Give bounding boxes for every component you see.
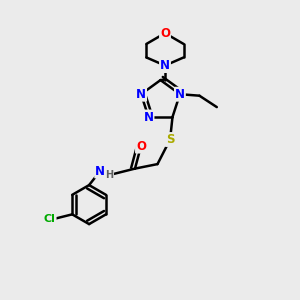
Text: N: N <box>143 110 154 124</box>
Text: N: N <box>136 88 146 101</box>
Text: O: O <box>160 27 170 40</box>
Text: O: O <box>136 140 146 153</box>
Text: S: S <box>166 133 174 146</box>
Text: Cl: Cl <box>44 214 56 224</box>
Text: N: N <box>160 59 170 72</box>
Text: N: N <box>95 164 105 178</box>
Text: H: H <box>105 169 113 180</box>
Text: N: N <box>175 88 185 101</box>
